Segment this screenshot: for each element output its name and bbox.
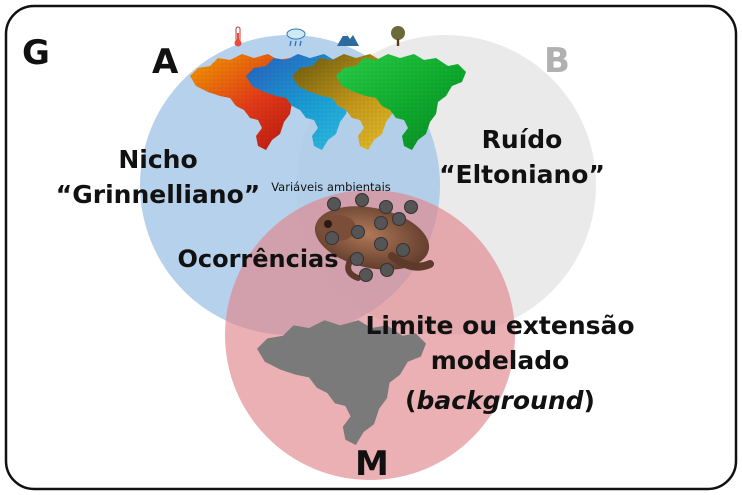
occurrence-point — [359, 268, 373, 282]
occurrence-point — [392, 212, 406, 226]
limit-line2: modelado — [431, 346, 570, 375]
rain-cloud-icon — [286, 28, 306, 47]
limit-line3: (background) — [405, 386, 595, 415]
occurrences-label: Ocorrências — [177, 245, 338, 273]
elton-line2: “Eltoniano” — [439, 160, 605, 189]
occurrence-point — [404, 200, 418, 214]
circle-m-label: M — [355, 444, 389, 484]
occurrence-points — [325, 193, 418, 282]
limit-paren-open: ( — [405, 386, 416, 415]
circle-a-label: A — [152, 42, 179, 82]
occurrence-point — [374, 237, 388, 251]
elton-line1: Ruído — [482, 125, 563, 154]
occurrence-point — [325, 231, 339, 245]
grinnell-line1: Nicho — [118, 145, 197, 174]
occurrence-point — [379, 200, 393, 214]
occurrence-point — [374, 216, 388, 230]
occurrence-point — [350, 252, 364, 266]
tree-icon — [391, 26, 405, 46]
occurrence-point — [351, 225, 365, 239]
grinnell-line2: “Grinnelliano” — [56, 180, 260, 209]
mountain-icon — [337, 32, 359, 46]
limit-paren-close: ) — [584, 386, 595, 415]
limit-line1: Limite ou extensão — [365, 311, 634, 340]
occurrence-point — [380, 263, 394, 277]
thermometer-icon — [234, 26, 242, 47]
occurrence-point — [327, 197, 341, 211]
env-vars-label: Variáveis ambientais — [271, 180, 391, 194]
limit-background-italic: background — [416, 386, 584, 415]
frame-label-g: G — [22, 33, 50, 73]
circle-b-label: B — [544, 41, 570, 81]
occurrence-point — [355, 193, 369, 207]
occurrence-point — [396, 243, 410, 257]
